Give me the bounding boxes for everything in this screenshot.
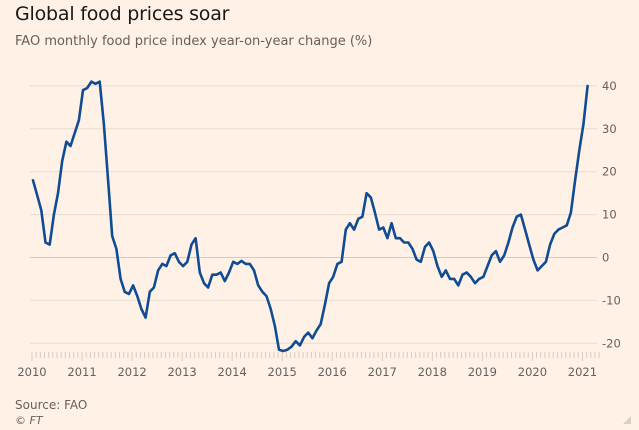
x-tick-label: 2013 — [167, 365, 196, 379]
resize-handle[interactable] — [623, 416, 631, 424]
x-tick-label: 2014 — [218, 365, 247, 379]
x-tick-label: 2010 — [17, 365, 46, 379]
y-tick-label: 40 — [602, 79, 617, 93]
y-tick-label: -10 — [602, 293, 621, 307]
series-line — [31, 80, 589, 353]
x-tick-label: 2021 — [568, 365, 597, 379]
gridlines — [30, 85, 597, 344]
x-tick-label: 2012 — [117, 365, 146, 379]
x-tick-label: 2011 — [67, 365, 96, 379]
x-tick-label: 2020 — [518, 365, 547, 379]
x-tick-label: 2017 — [368, 365, 397, 379]
x-tick-label: 2018 — [418, 365, 447, 379]
x-tick-label: 2015 — [268, 365, 297, 379]
y-tick-label: 0 — [602, 251, 609, 265]
y-tick-label: 30 — [602, 122, 617, 136]
x-tick-label: 2019 — [468, 365, 497, 379]
chart-title: Global food prices soar — [15, 3, 230, 25]
copyright-note: © FT — [15, 414, 43, 427]
y-tick-label: 10 — [602, 208, 617, 222]
y-tick-label: -20 — [602, 336, 621, 350]
source-note: Source: FAO — [15, 398, 88, 412]
y-tick-label: 20 — [602, 165, 617, 179]
y-axis: 40 30 20 10 0 -10 -20 — [602, 79, 621, 350]
x-axis: 2010 2011 2012 2013 2014 2015 2016 2017 2018 2019… — [17, 352, 600, 379]
chart-subtitle: FAO monthly food price index year-on-yea… — [15, 34, 373, 49]
series-group — [31, 80, 589, 353]
x-tick-label: 2016 — [318, 365, 347, 379]
